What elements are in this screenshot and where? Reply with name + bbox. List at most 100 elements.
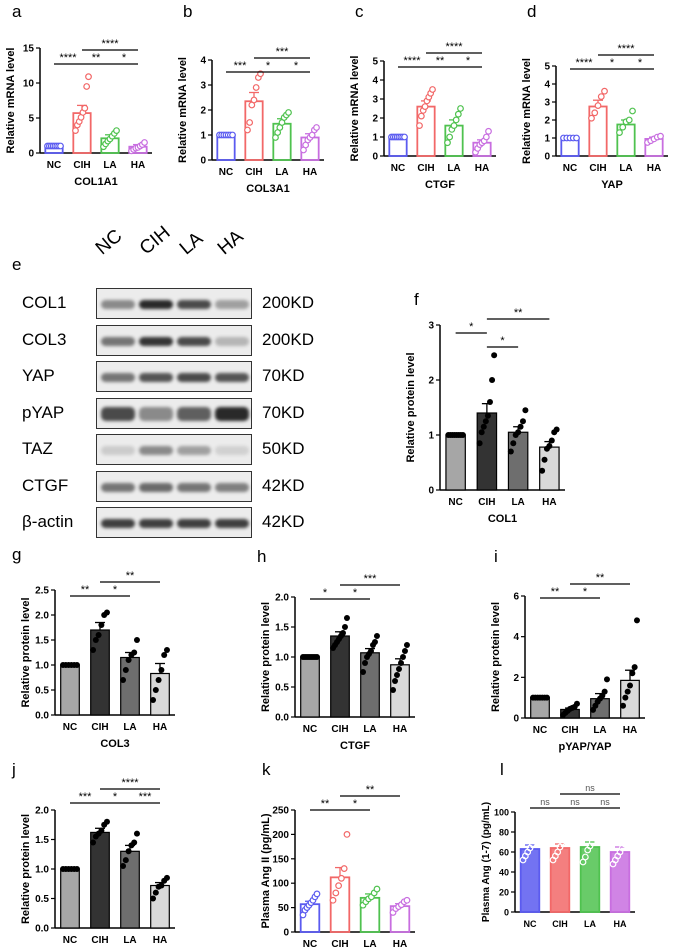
data-point	[360, 669, 367, 675]
data-point	[150, 697, 157, 703]
data-point	[73, 662, 80, 668]
x-axis-label: CTGF	[425, 179, 455, 191]
x-tick-label: CIH	[561, 725, 578, 736]
y-tick-label: 0.5	[35, 686, 49, 697]
y-tick-label: 3	[200, 81, 206, 92]
data-point	[621, 840, 629, 848]
data-point	[343, 831, 351, 838]
data-point	[152, 889, 159, 896]
data-point	[480, 423, 487, 430]
data-point	[335, 882, 343, 890]
data-point	[371, 639, 378, 645]
y-tick-label: 20	[499, 888, 509, 898]
y-tick-label: 0	[200, 156, 206, 167]
x-tick-label: NC	[448, 497, 462, 508]
bar	[60, 664, 80, 716]
data-point	[394, 672, 401, 678]
blot-size-label: 42KD	[262, 475, 305, 495]
data-point	[548, 437, 555, 444]
data-point	[161, 652, 168, 658]
panel-letter-h: h	[257, 547, 267, 566]
blot-band	[139, 373, 173, 382]
data-point	[125, 657, 132, 663]
data-point	[98, 827, 105, 834]
significance-label: *	[266, 60, 271, 72]
data-point	[85, 73, 92, 81]
data-point	[103, 609, 110, 616]
data-point	[601, 87, 608, 95]
data-point	[616, 129, 623, 136]
data-point	[629, 107, 636, 115]
y-tick-label: 40	[499, 868, 509, 878]
y-axis-label: Relative protein level	[490, 602, 502, 712]
x-tick-label: NC	[303, 939, 317, 950]
x-tick-label: CIH	[478, 497, 495, 508]
y-tick-label: 3	[428, 321, 434, 332]
y-tick-label: 2.0	[275, 593, 289, 604]
y-tick-label: 2	[428, 376, 434, 387]
data-point	[563, 830, 571, 838]
y-tick-label: 4	[544, 80, 550, 91]
blot-band	[101, 300, 135, 309]
data-point	[133, 637, 140, 643]
x-tick-label: LA	[363, 724, 376, 735]
data-point	[131, 839, 138, 846]
data-point	[597, 93, 605, 100]
panel-letter-f: f	[414, 290, 419, 309]
x-axis-label: COL3A1	[246, 183, 289, 195]
y-tick-label: 4	[372, 76, 378, 87]
y-tick-label: 4	[513, 632, 519, 643]
x-tick-label: LA	[275, 167, 288, 178]
significance-label: ****	[617, 43, 635, 55]
data-point	[484, 412, 491, 419]
data-point	[332, 889, 340, 897]
y-tick-label: 100	[494, 808, 509, 818]
significance-label: ***	[139, 791, 153, 803]
data-point	[285, 109, 292, 116]
data-point	[122, 667, 129, 673]
data-point	[519, 418, 526, 425]
significance-label: ****	[403, 55, 421, 67]
x-tick-label: CIH	[552, 919, 568, 929]
data-point	[397, 660, 404, 666]
data-point	[95, 632, 102, 638]
y-axis-label: Relative mRNA level	[177, 57, 189, 163]
blot-size-label: 70KD	[262, 366, 305, 385]
data-point	[546, 443, 553, 449]
blot-band	[177, 336, 211, 346]
data-point	[450, 122, 458, 129]
data-point	[313, 890, 321, 898]
x-tick-label: LA	[619, 163, 632, 174]
y-tick-label: 4	[200, 56, 206, 67]
bar	[90, 831, 110, 929]
data-point	[459, 432, 466, 438]
data-point	[152, 687, 159, 693]
y-tick-label: 0	[372, 152, 378, 163]
y-axis-label: Plasma Ang II (pg/mL)	[260, 813, 272, 928]
blot-band	[177, 482, 211, 492]
blot-size-label: 200KD	[262, 329, 314, 349]
data-point	[573, 134, 580, 142]
x-tick-label: HA	[647, 163, 661, 174]
y-tick-label: 5	[544, 62, 550, 73]
significance-label: *	[469, 321, 474, 333]
x-tick-label: HA	[393, 724, 407, 735]
blot-protein-label: β-actin	[22, 512, 74, 531]
data-point	[543, 694, 550, 701]
x-tick-label: HA	[475, 163, 489, 174]
significance-label: **	[126, 570, 135, 582]
y-tick-label: 1.5	[275, 623, 289, 634]
data-point	[491, 352, 498, 359]
data-point	[396, 666, 403, 672]
blot-band	[215, 406, 249, 421]
y-tick-label: 5	[28, 114, 34, 125]
panel-letter-j: j	[12, 760, 16, 779]
blot-band	[215, 336, 249, 346]
panel-letter-k: k	[262, 760, 271, 779]
significance-label: *	[113, 791, 118, 803]
x-tick-label: LA	[593, 725, 606, 736]
y-tick-label: 0	[544, 152, 550, 163]
